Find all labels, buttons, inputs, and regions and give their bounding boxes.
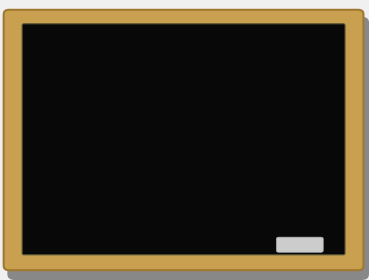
Text: Trapezoid formula: Trapezoid formula — [106, 45, 261, 60]
Text: d: d — [105, 197, 114, 211]
Text: b: b — [102, 106, 111, 120]
Text: Area: Area — [278, 95, 309, 108]
Text: Perimeter: Perimeter — [188, 95, 253, 108]
Text: a + b + c + d: a + b + c + d — [173, 129, 264, 142]
Text: c: c — [148, 147, 155, 161]
Text: h: h — [79, 148, 87, 162]
Text: 2: 2 — [289, 146, 298, 160]
Text: (b + d)h: (b + d)h — [266, 118, 321, 131]
Text: a: a — [41, 150, 50, 164]
